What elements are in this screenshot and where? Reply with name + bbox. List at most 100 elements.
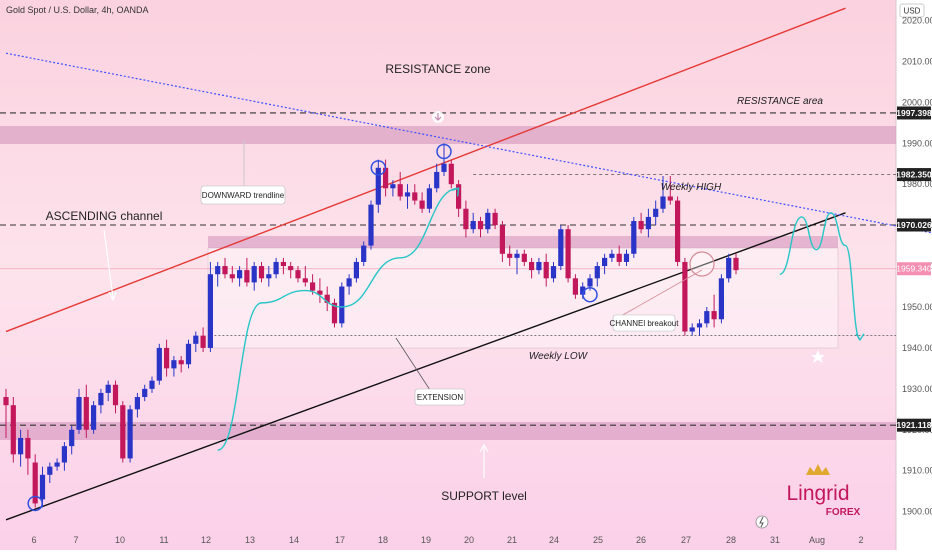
logo-name: Lingrid [786, 482, 849, 505]
candle [572, 274, 578, 299]
high-marker-1 [370, 160, 387, 176]
x-tick-label: 14 [289, 535, 299, 545]
candle [295, 266, 301, 283]
candle [10, 397, 16, 463]
candle [390, 180, 396, 197]
price-tag-weekly-high: 1982.350 [896, 168, 932, 182]
support-arrow [479, 443, 489, 478]
candle [718, 274, 724, 324]
candle [331, 298, 338, 328]
currency-badge[interactable]: USD [899, 3, 925, 18]
candle [623, 249, 630, 267]
candle [258, 261, 265, 283]
candle [83, 384, 89, 438]
svg-text:1921.118: 1921.118 [897, 420, 932, 430]
forecast-arrowhead [855, 333, 865, 341]
candle [653, 200, 659, 226]
candle [733, 253, 739, 275]
candle [237, 266, 243, 287]
candle [339, 282, 345, 328]
candle [660, 176, 666, 213]
x-tick-label: 21 [507, 535, 517, 545]
low-marker [27, 495, 43, 512]
candle [18, 429, 24, 467]
candle [456, 180, 462, 217]
candle [164, 339, 170, 377]
candle [726, 253, 732, 283]
candle [565, 225, 571, 283]
price-level-tags: 1997.398 1982.350 1970.026 1959.340 1921.118 [896, 106, 932, 432]
trendline-support [5, 212, 846, 521]
chart-header-symbol: Gold Spot / U.S. Dollar, 4h, OANDA [6, 5, 149, 15]
candle [346, 274, 352, 295]
candle [149, 376, 155, 393]
x-tick-label: 19 [421, 535, 431, 545]
candle [98, 388, 104, 414]
price-tag-channel-mid: 1970.026 [896, 218, 932, 232]
candle [368, 200, 374, 250]
candle [200, 327, 206, 352]
candle [273, 257, 279, 279]
x-tick-label: 11 [159, 535, 168, 545]
candle [492, 208, 498, 230]
candle [558, 225, 564, 271]
time-axis-labels: 6 7 10 11 12 13 14 17 18 19 20 21 24 25 26 27 28 31 Aug 2 [31, 535, 863, 545]
candle [3, 388, 9, 438]
svg-text:1970.026: 1970.026 [896, 220, 932, 230]
candle [361, 241, 367, 267]
candle [134, 392, 140, 418]
candle [288, 261, 294, 279]
candle [353, 257, 359, 283]
candle [412, 184, 418, 205]
candle [302, 266, 308, 287]
trendline-resistance [5, 7, 846, 333]
price-tag-current-price: 1959.340 [896, 262, 932, 276]
candle [171, 356, 177, 377]
x-tick-label: 17 [335, 535, 345, 545]
x-tick-label: 13 [245, 535, 255, 545]
x-tick-label: 24 [549, 535, 559, 545]
candle [631, 216, 637, 258]
lightning-icon[interactable] [755, 515, 769, 529]
candle [251, 261, 257, 291]
ascending-channel-label: ASCENDING channel [46, 209, 163, 223]
extension-path [217, 187, 459, 451]
weekly-low-label: Weekly LOW [529, 351, 589, 362]
x-tick-label: 10 [115, 535, 125, 545]
candle [375, 159, 381, 213]
candle [507, 245, 513, 267]
y-tick-label: 1990.000 [902, 138, 932, 148]
candle [244, 257, 250, 287]
x-tick-label: 20 [464, 535, 474, 545]
candle [485, 208, 491, 234]
svg-text:1959.340: 1959.340 [896, 264, 932, 274]
candle [470, 212, 476, 234]
candle [32, 454, 38, 508]
breakout-pointer [613, 269, 703, 321]
candle [47, 462, 53, 483]
candle [689, 323, 695, 336]
x-tick-label: 25 [593, 535, 603, 545]
candle [215, 261, 221, 287]
candle [127, 405, 133, 463]
x-tick-label: 28 [726, 535, 736, 545]
y-tick-label: 1940.000 [902, 343, 932, 353]
y-tick-label: 1930.000 [902, 384, 932, 394]
x-tick-label: 18 [378, 535, 388, 545]
level-lines [0, 112, 896, 426]
candle [105, 380, 111, 402]
candle [54, 458, 60, 471]
channel-breakout-label: CHANNEl breakout [610, 319, 680, 328]
x-tick-label: 7 [73, 535, 78, 545]
retest-marker [582, 286, 598, 303]
candle [536, 257, 542, 275]
candle [514, 249, 520, 275]
candle [185, 339, 192, 369]
candle [426, 184, 432, 213]
candle [397, 171, 403, 201]
extension-callout: EXTENSION [395, 337, 466, 406]
y-tick-label: 1900.000 [902, 507, 932, 517]
candles [3, 143, 739, 508]
candle [229, 266, 235, 283]
